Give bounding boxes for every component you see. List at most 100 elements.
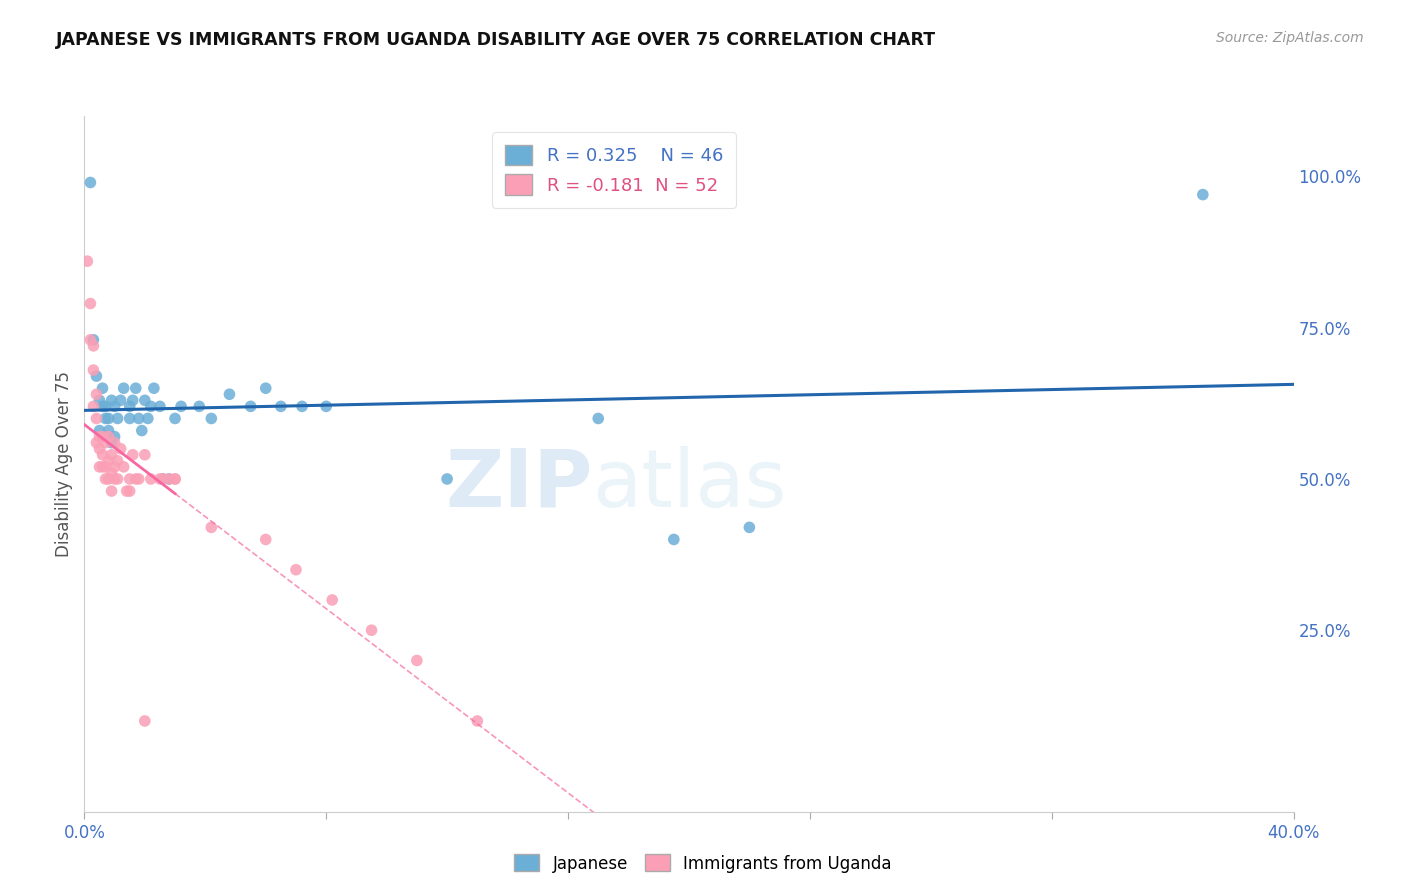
Point — [100, 393, 122, 408]
Point — [152, 472, 174, 486]
Legend: Japanese, Immigrants from Uganda: Japanese, Immigrants from Uganda — [508, 847, 898, 880]
Point — [89, 393, 111, 408]
Point — [170, 400, 193, 414]
Point — [139, 472, 162, 486]
Point — [89, 442, 111, 456]
Point — [149, 472, 172, 486]
Point — [467, 714, 489, 728]
Text: atlas: atlas — [592, 446, 786, 524]
Point — [142, 381, 165, 395]
Point — [110, 393, 132, 408]
Point — [218, 387, 240, 401]
Point — [91, 400, 114, 414]
Point — [360, 624, 382, 638]
Point — [165, 472, 187, 486]
Point — [104, 435, 127, 450]
Point — [315, 400, 337, 414]
Point — [200, 411, 222, 425]
Point — [165, 411, 187, 425]
Point — [285, 563, 308, 577]
Point — [107, 411, 129, 425]
Point — [321, 593, 343, 607]
Point — [270, 400, 292, 414]
Point — [112, 459, 135, 474]
Point — [97, 424, 120, 438]
Point — [134, 714, 156, 728]
Point — [91, 459, 114, 474]
Point — [100, 466, 122, 480]
Point — [118, 472, 141, 486]
Point — [97, 429, 120, 443]
Point — [94, 411, 117, 425]
Point — [82, 400, 104, 414]
Point — [188, 400, 211, 414]
Point — [157, 472, 180, 486]
Point — [131, 424, 153, 438]
Point — [136, 411, 159, 425]
Point — [157, 472, 180, 486]
Point — [100, 448, 122, 462]
Point — [89, 424, 111, 438]
Point — [110, 442, 132, 456]
Point — [97, 472, 120, 486]
Legend: R = 0.325    N = 46, R = -0.181  N = 52: R = 0.325 N = 46, R = -0.181 N = 52 — [492, 132, 735, 208]
Point — [86, 369, 108, 384]
Point — [79, 333, 101, 347]
Point — [118, 411, 141, 425]
Point — [118, 400, 141, 414]
Point — [200, 520, 222, 534]
Point — [94, 435, 117, 450]
Point — [139, 400, 162, 414]
Point — [82, 363, 104, 377]
Text: ZIP: ZIP — [444, 446, 592, 524]
Point — [104, 459, 127, 474]
Point — [291, 400, 314, 414]
Point — [79, 296, 101, 310]
Point — [100, 435, 122, 450]
Point — [107, 454, 129, 468]
Y-axis label: Disability Age Over 75: Disability Age Over 75 — [55, 371, 73, 557]
Point — [86, 387, 108, 401]
Point — [104, 472, 127, 486]
Point — [149, 400, 172, 414]
Point — [86, 411, 108, 425]
Point — [121, 448, 143, 462]
Point — [436, 472, 458, 486]
Point — [94, 472, 117, 486]
Point — [254, 533, 277, 547]
Point — [662, 533, 685, 547]
Point — [239, 400, 262, 414]
Point — [76, 254, 98, 268]
Point — [94, 400, 117, 414]
Point — [82, 339, 104, 353]
Point — [107, 472, 129, 486]
Point — [125, 472, 148, 486]
Point — [91, 429, 114, 443]
Point — [79, 176, 101, 190]
Point — [100, 484, 122, 499]
Point — [89, 459, 111, 474]
Point — [89, 429, 111, 443]
Point — [112, 381, 135, 395]
Point — [1192, 187, 1215, 202]
Point — [115, 484, 138, 499]
Point — [152, 472, 174, 486]
Point — [121, 393, 143, 408]
Point — [97, 454, 120, 468]
Point — [134, 448, 156, 462]
Point — [254, 381, 277, 395]
Point — [588, 411, 610, 425]
Text: JAPANESE VS IMMIGRANTS FROM UGANDA DISABILITY AGE OVER 75 CORRELATION CHART: JAPANESE VS IMMIGRANTS FROM UGANDA DISAB… — [56, 31, 936, 49]
Point — [134, 393, 156, 408]
Point — [104, 400, 127, 414]
Point — [738, 520, 761, 534]
Point — [91, 448, 114, 462]
Point — [97, 411, 120, 425]
Point — [91, 381, 114, 395]
Point — [118, 484, 141, 499]
Point — [94, 459, 117, 474]
Point — [104, 429, 127, 443]
Point — [406, 653, 429, 667]
Point — [165, 472, 187, 486]
Point — [82, 333, 104, 347]
